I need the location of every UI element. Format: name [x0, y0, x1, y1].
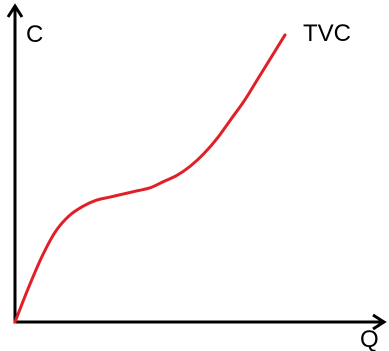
series-line-tvc	[13, 33, 287, 324]
y-axis-arrow	[6, 3, 24, 18]
x-axis-arrow	[372, 313, 387, 331]
axes	[6, 3, 387, 331]
y-axis-label: C	[26, 21, 43, 48]
series-layer: TVC	[13, 20, 351, 324]
x-axis-label: Q	[360, 326, 379, 351]
series-label-tvc: TVC	[303, 20, 351, 47]
